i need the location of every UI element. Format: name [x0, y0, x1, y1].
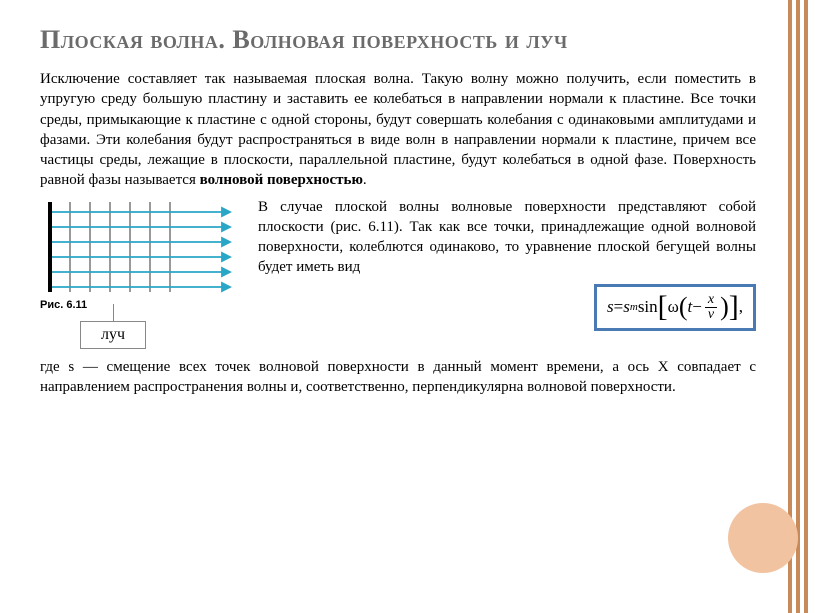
plane-wave-diagram — [40, 197, 240, 297]
figure-callout: луч — [80, 321, 146, 349]
callout-connector — [113, 304, 114, 322]
term-bold: волновой поверхностью — [200, 172, 363, 188]
page-title: Плоская волна. Волновая поверхность и лу… — [40, 24, 756, 55]
sub-m: m — [630, 301, 638, 313]
minus: − — [692, 296, 702, 319]
omega: ω — [668, 296, 679, 319]
callout-label: луч — [101, 326, 125, 343]
fraction: x v — [705, 293, 717, 322]
para-text: В случае плоской волны волновые поверхно… — [258, 199, 756, 276]
formula-row: s = sm sin [ ω ( t − x v ) ] , — [258, 284, 756, 331]
var-sm: s — [623, 296, 630, 319]
figure-text-row: Рис. 6.11 луч В случае плоской волны вол… — [40, 197, 756, 349]
rparen: ) — [720, 297, 729, 318]
paragraph-mid: В случае плоской волны волновые поверхно… — [258, 197, 756, 331]
paragraph-final: где s — смещение всех точек волновой пов… — [40, 357, 756, 398]
figure-caption: Рис. 6.11 — [40, 299, 87, 311]
var-s: s — [607, 296, 614, 319]
lbracket: [ — [658, 295, 668, 319]
frac-num: x — [708, 292, 714, 307]
rbracket: ] — [729, 295, 739, 319]
eq-sign: = — [614, 296, 624, 319]
comma: , — [739, 296, 743, 319]
slide-content: Плоская волна. Волновая поверхность и лу… — [0, 0, 816, 427]
paragraph-intro: Исключение составляет так называемая пло… — [40, 69, 756, 191]
figure-container: Рис. 6.11 луч — [40, 197, 240, 349]
wave-formula: s = sm sin [ ω ( t − x v ) ] , — [594, 284, 756, 331]
para-text: Исключение составляет так называемая пло… — [40, 71, 756, 188]
deco-circle — [728, 503, 798, 573]
frac-den: v — [708, 307, 714, 322]
fn-sin: sin — [638, 296, 658, 319]
lparen: ( — [679, 297, 688, 318]
para-text: . — [363, 172, 367, 188]
